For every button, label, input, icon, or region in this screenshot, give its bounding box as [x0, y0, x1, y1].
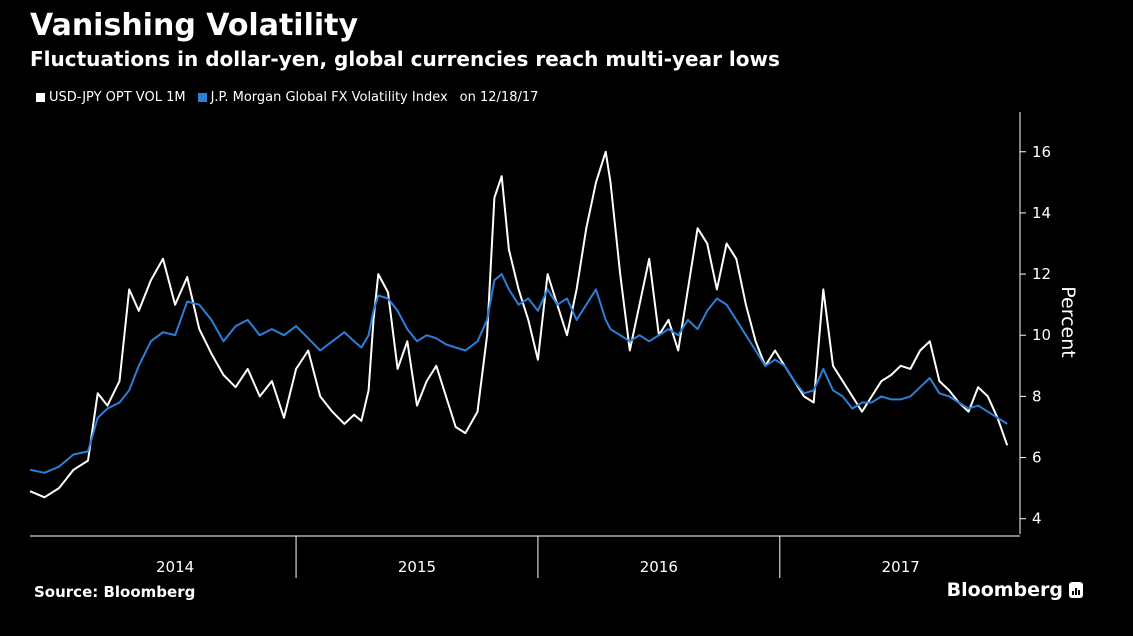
legend-item-jpm: J.P. Morgan Global FX Volatility Index [197, 90, 448, 105]
x-tick-label: 2017 [882, 558, 920, 576]
legend-swatch-jpm [197, 93, 207, 102]
bloomberg-chart-icon [1069, 582, 1083, 598]
legend-label-jpm: J.P. Morgan Global FX Volatility Index [210, 90, 448, 105]
y-tick-label: 10 [1032, 326, 1051, 344]
x-tick-label: 2015 [398, 558, 436, 576]
brand-name: Bloomberg [946, 579, 1063, 601]
y-tick-label: 16 [1032, 143, 1051, 161]
y-tick-label: 8 [1032, 387, 1042, 405]
y-tick-label: 6 [1032, 449, 1042, 467]
series-line-usdjpy [29, 150, 1009, 499]
chart-title: Vanishing Volatility [30, 8, 359, 43]
series-line-jpm-fx-vol [29, 273, 1008, 474]
chart-axes: 4 6 8 10 12 14 16 2014 2015 2016 2017 [30, 112, 1051, 578]
y-tick-label: 14 [1032, 204, 1051, 222]
brand-logo: Bloomberg [947, 579, 1083, 601]
x-tick-label: 2016 [640, 558, 678, 576]
legend-swatch-usdjpy [36, 93, 45, 102]
legend-item-usdjpy: USD-JPY OPT VOL 1M [36, 90, 186, 105]
legend-date-note: on 12/18/17 [459, 90, 539, 105]
chart-subtitle: Fluctuations in dollar-yen, global curre… [30, 47, 780, 71]
y-tick-label: 4 [1032, 510, 1042, 528]
legend-label-usdjpy: USD-JPY OPT VOL 1M [49, 90, 186, 105]
y-axis-label: Percent [1057, 286, 1079, 358]
source-note: Source: Bloomberg [34, 583, 196, 601]
y-tick-label: 12 [1032, 265, 1051, 283]
legend: USD-JPY OPT VOL 1M J.P. Morgan Global FX… [36, 90, 538, 105]
chart-lines [29, 150, 1009, 499]
x-tick-label: 2014 [156, 558, 194, 576]
